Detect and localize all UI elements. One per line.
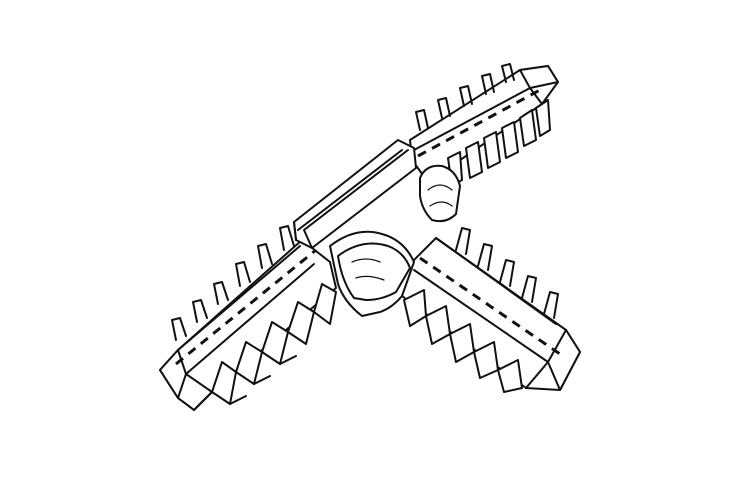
right-barbed-arm (401, 227, 581, 393)
right-arm-centerline (419, 256, 561, 356)
hub-bore (337, 242, 411, 301)
tee-hub (329, 164, 461, 317)
right-arm-bottom-barbs (403, 289, 523, 393)
hub-upper-socket (419, 164, 461, 223)
left-barbed-arm (159, 225, 337, 411)
upper-arm-end-cap (519, 65, 559, 89)
upper-arm-centerline (417, 88, 541, 158)
connecting-bar (293, 139, 417, 249)
left-arm-centerline (175, 248, 317, 366)
left-arm-bottom-barbs (211, 283, 337, 405)
right-arm-top-fins (455, 227, 559, 319)
left-arm-top-fins (171, 225, 295, 341)
upper-barbed-arm (409, 63, 559, 187)
upper-arm-top-fins (415, 63, 515, 131)
upper-arm-bottom-barbs (447, 99, 551, 187)
